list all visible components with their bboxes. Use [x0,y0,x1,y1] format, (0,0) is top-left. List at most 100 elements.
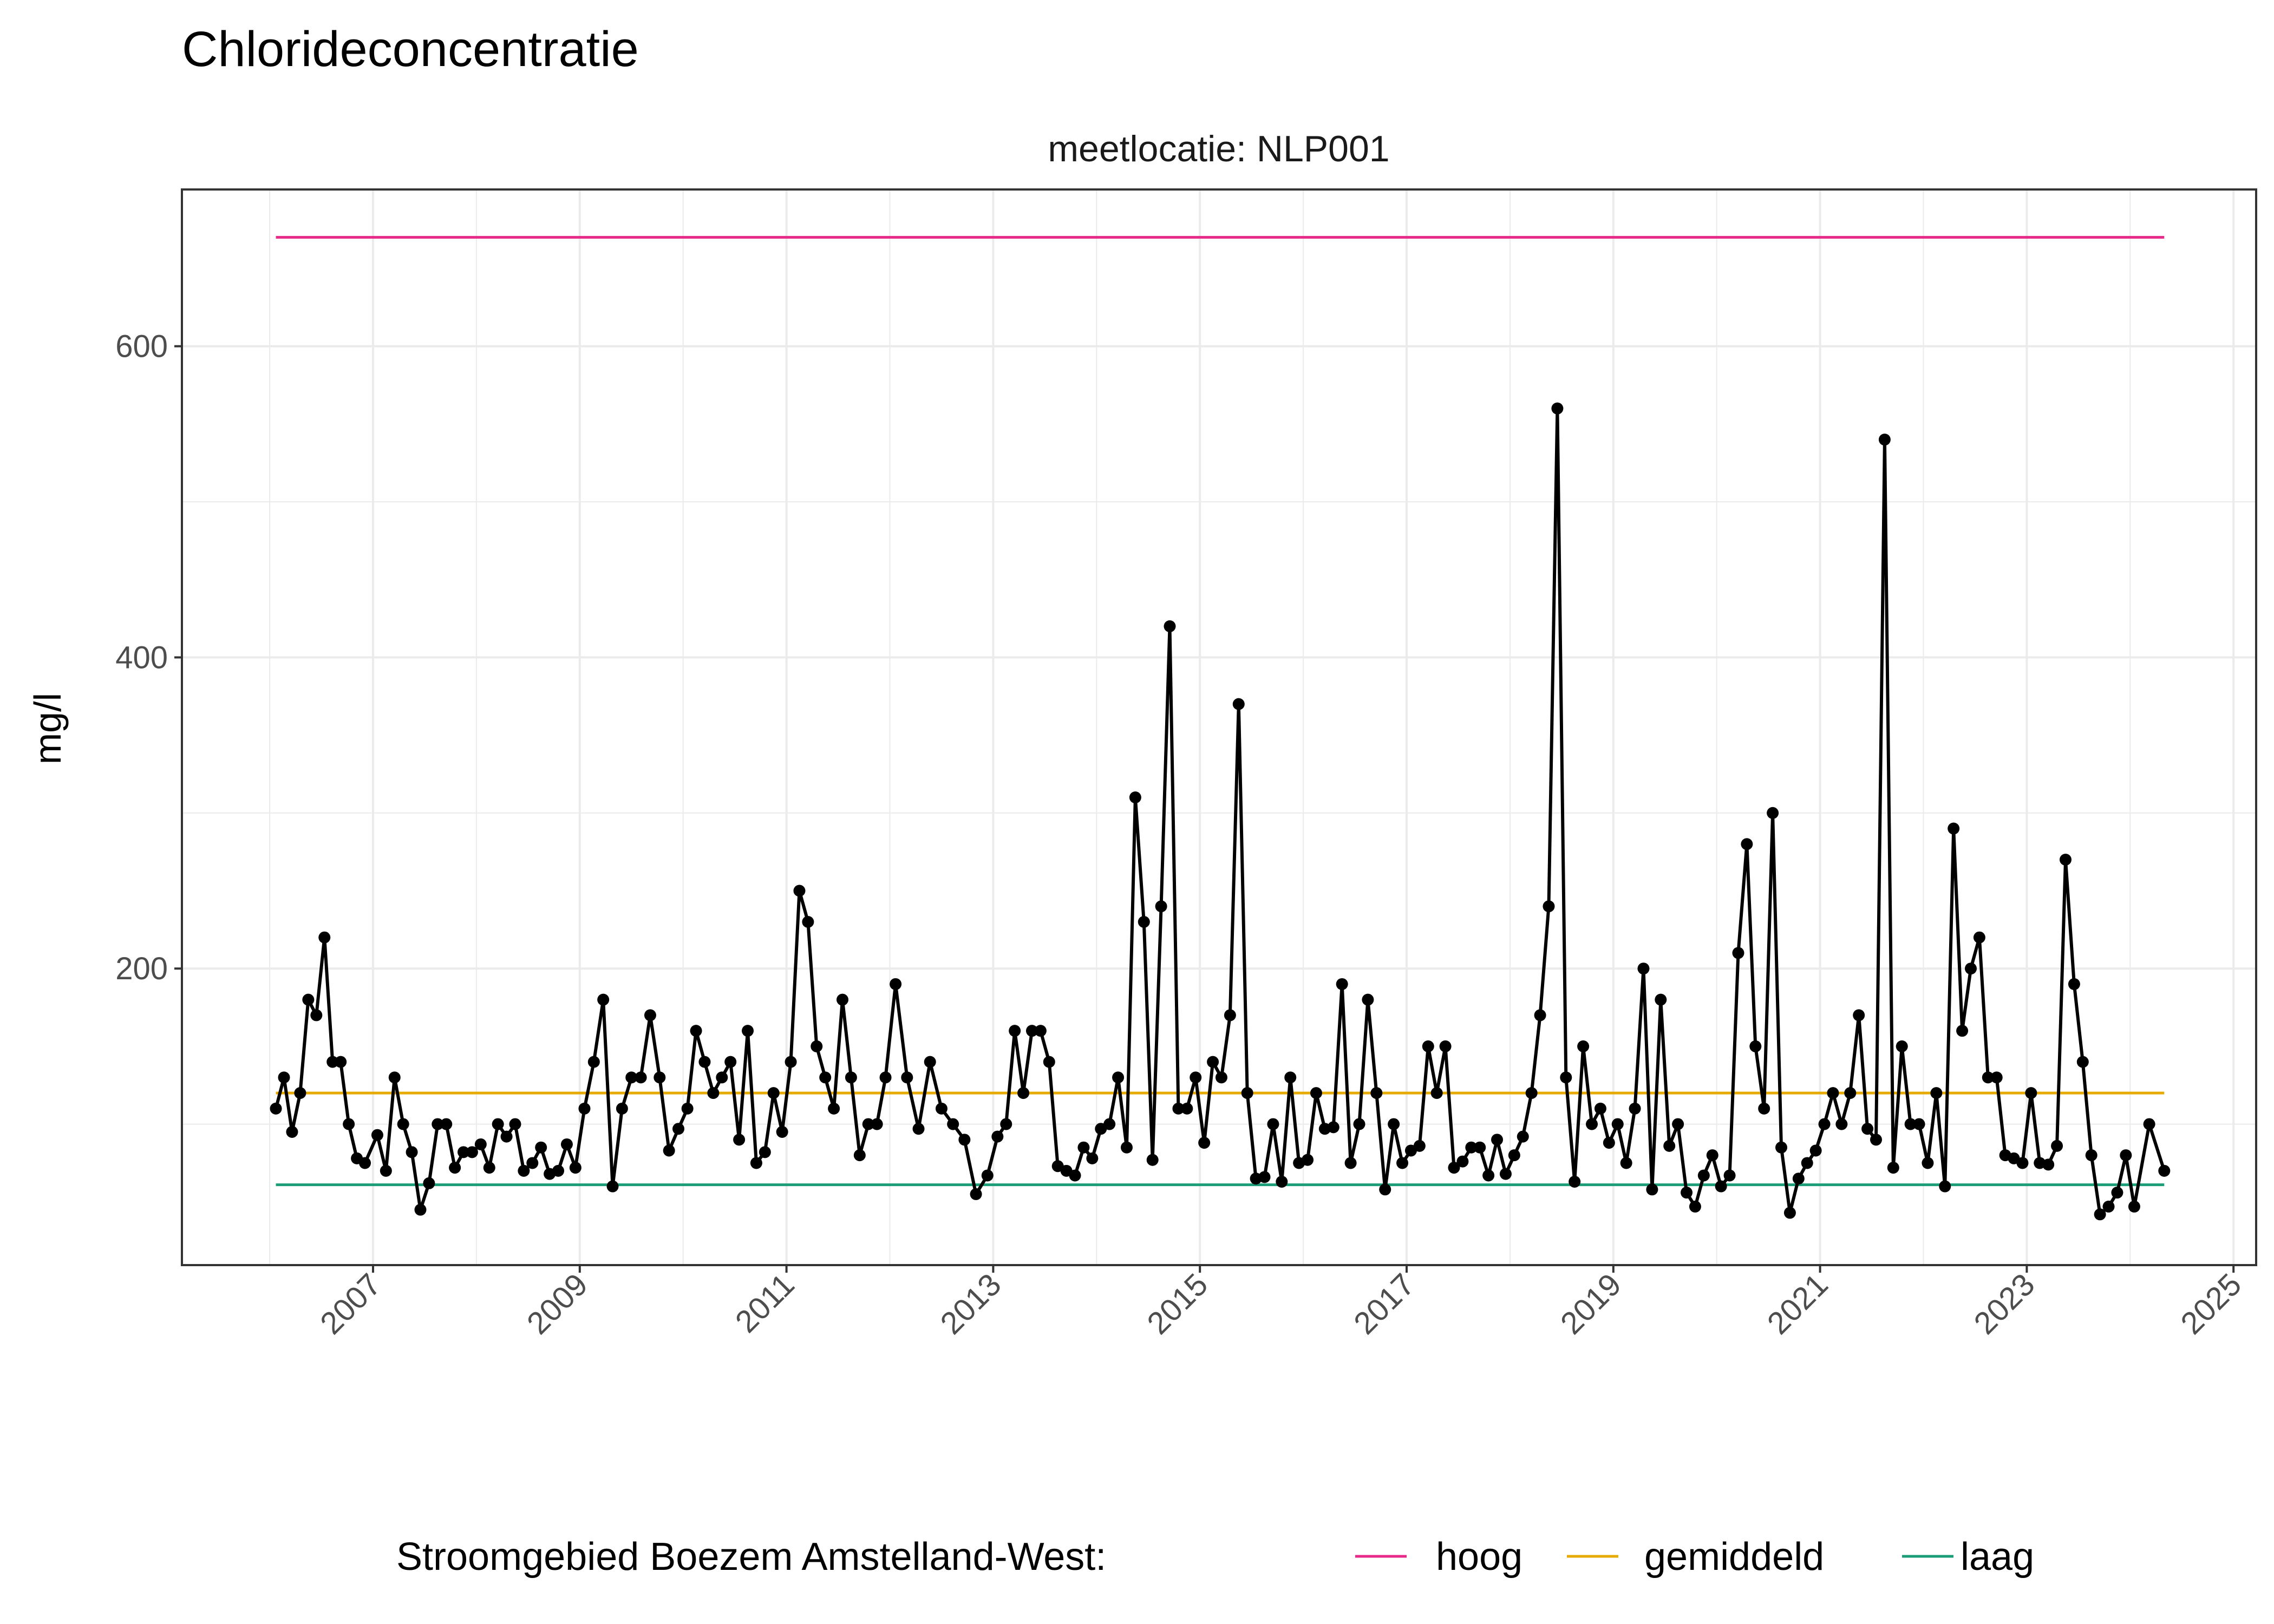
y-axis: 200 400 600 [115,329,182,986]
data-point [935,1102,948,1115]
data-point [2076,1056,2089,1068]
data-point [890,978,902,990]
data-point [663,1144,675,1157]
y-tick-label: 200 [115,951,168,986]
x-tick-label: 2011 [729,1267,801,1339]
data-point [432,1118,444,1130]
data-point [380,1164,392,1177]
data-point [1982,1071,1994,1084]
data-point [871,1118,883,1130]
data-point [1482,1169,1495,1182]
data-point [1009,1025,1021,1037]
data-point [569,1162,581,1174]
data-point [924,1056,936,1068]
data-point [716,1071,728,1084]
data-point [879,1071,892,1084]
data-point [1809,1144,1822,1157]
data-point [1560,1071,1572,1084]
x-tick-label: 2025 [2174,1267,2248,1341]
y-tick-label: 600 [115,329,168,364]
data-point [1241,1087,1253,1099]
data-point [606,1180,619,1193]
data-point [1543,900,1555,913]
data-point [1723,1169,1736,1182]
data-point [1749,1040,1762,1052]
data-point [587,1056,600,1068]
data-point [2068,978,2080,990]
data-point [828,1102,840,1115]
data-point [1344,1157,1357,1169]
data-point [1396,1157,1409,1169]
data-point [958,1134,971,1146]
data-point [1103,1118,1116,1130]
legend-title: Stroomgebied Boezem Amstelland-West: [396,1535,1106,1579]
data-point [1904,1118,1917,1130]
x-tick-label: 2019 [1554,1267,1628,1341]
data-point [1990,1071,2003,1084]
data-point [1629,1102,1641,1115]
data-point [1474,1141,1486,1154]
data-point [2102,1200,2115,1213]
chart-title: Chlorideconcentratie [182,22,639,77]
data-point [318,931,331,944]
data-point [672,1123,685,1135]
data-point [1551,402,1564,415]
data-point [1362,993,1374,1006]
data-point [1783,1207,1796,1219]
data-point [1964,962,1977,975]
data-point [1801,1157,1813,1169]
data-point [1517,1130,1529,1143]
data-point [750,1157,762,1169]
data-point [1672,1118,1684,1130]
data-point [1620,1157,1632,1169]
data-point [1327,1121,1339,1134]
data-point [837,993,849,1006]
data-point [1181,1102,1193,1115]
data-point [2094,1208,2106,1221]
data-point [509,1118,521,1130]
data-point [2025,1087,2037,1099]
data-point [1887,1162,1899,1174]
data-point [707,1087,720,1099]
data-point [1086,1152,1099,1164]
x-tick-label: 2009 [520,1267,594,1341]
data-point [578,1102,591,1115]
data-point [406,1146,418,1158]
data-point [2158,1164,2171,1177]
data-point [1430,1087,1443,1099]
data-point [371,1129,383,1141]
data-point [535,1141,547,1154]
data-point [1827,1087,1839,1099]
data-point [1025,1025,1038,1037]
data-point [1190,1071,1202,1084]
x-tick-label: 2023 [1967,1267,2041,1341]
data-point [483,1162,495,1174]
data-point [1569,1175,1581,1188]
data-point [1767,807,1779,819]
data-point [793,885,806,897]
data-point [1732,947,1744,959]
data-point [359,1157,371,1169]
data-point [2128,1200,2140,1213]
data-point [681,1102,694,1115]
data-point [1956,1025,1969,1037]
data-point [1508,1149,1520,1162]
data-point [302,993,315,1006]
data-point [1603,1137,1615,1149]
data-point [1129,791,1141,804]
facet-strip-label: meetlocatie: NLP001 [1048,128,1389,169]
data-point [1525,1087,1538,1099]
y-tick-label: 400 [115,640,168,675]
data-point [1422,1040,1434,1052]
data-point [1465,1141,1478,1154]
data-series [270,402,2171,1221]
data-point [759,1146,771,1158]
data-point [1586,1118,1598,1130]
data-point [1043,1056,1055,1068]
data-point [654,1071,666,1084]
data-point [845,1071,857,1084]
data-point [1930,1087,1943,1099]
data-point [294,1087,306,1099]
data-point [414,1203,427,1216]
